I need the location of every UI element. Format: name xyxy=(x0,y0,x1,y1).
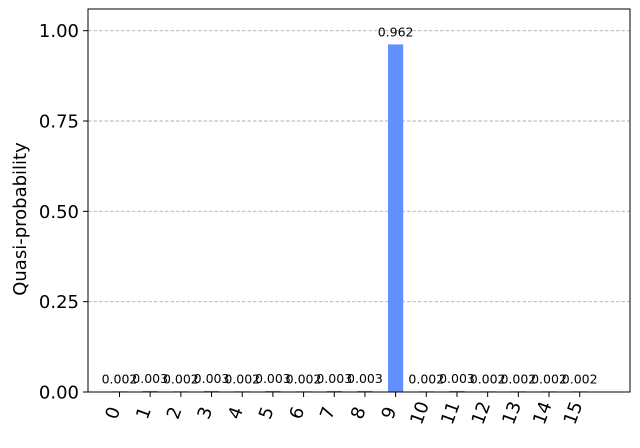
bar-7 xyxy=(326,390,342,392)
y-axis-label: Quasi-probability xyxy=(10,142,31,296)
bar-5 xyxy=(265,390,281,392)
x-tick-label-15: 15 xyxy=(560,399,588,428)
bar-3 xyxy=(203,390,220,392)
y-tick-label: 0.00 xyxy=(39,383,79,404)
x-tick-label-3: 3 xyxy=(194,404,218,422)
x-tick-label-7: 7 xyxy=(316,404,340,422)
axes-border xyxy=(87,8,631,393)
x-tick-label-13: 13 xyxy=(498,399,526,428)
x-tick-label-1: 1 xyxy=(132,404,156,422)
data-label-14: 0.002 xyxy=(531,371,567,386)
grid-layer xyxy=(88,30,630,393)
data-label-1: 0.003 xyxy=(132,371,168,386)
x-tick-label-10: 10 xyxy=(406,399,434,428)
y-tick-label: 1.00 xyxy=(39,21,79,42)
data-label-layer: 0.0020.0030.0020.0030.0020.0030.0020.003… xyxy=(102,24,598,386)
data-label-0: 0.002 xyxy=(102,371,138,386)
y-tick-label: 0.50 xyxy=(39,202,79,223)
data-label-6: 0.002 xyxy=(286,371,322,386)
data-label-12: 0.002 xyxy=(470,371,506,386)
x-tick-label-4: 4 xyxy=(224,404,248,422)
x-tick-label-8: 8 xyxy=(347,404,371,422)
x-axis-ticks: 0 1 2 3 4 5 6 7 8 9 10 11 12 13 14 15 xyxy=(102,392,588,428)
data-label-13: 0.002 xyxy=(500,371,536,386)
x-tick-label-5: 5 xyxy=(255,404,279,422)
data-label-3: 0.003 xyxy=(194,371,230,386)
x-tick-label-2: 2 xyxy=(163,404,187,422)
bar-9 xyxy=(388,44,404,393)
x-tick-label-0: 0 xyxy=(102,404,126,422)
x-tick-label-6: 6 xyxy=(286,404,310,422)
axes-frame xyxy=(87,8,631,393)
x-tick-label-9: 9 xyxy=(378,404,402,422)
data-label-8: 0.003 xyxy=(347,371,383,386)
bar-8 xyxy=(357,390,373,392)
y-tick-label: 0.25 xyxy=(39,292,79,313)
data-label-15: 0.002 xyxy=(562,371,598,386)
bar-11 xyxy=(449,390,465,392)
data-label-5: 0.003 xyxy=(255,371,291,386)
x-tick-label-11: 11 xyxy=(437,399,465,428)
bar-1 xyxy=(142,390,158,392)
data-label-11: 0.003 xyxy=(439,371,475,386)
data-label-10: 0.002 xyxy=(408,371,444,386)
y-axis-ticks: 0.00 0.25 0.50 0.75 1.00 xyxy=(39,21,88,404)
data-label-7: 0.003 xyxy=(316,371,352,386)
x-tick-label-14: 14 xyxy=(529,399,557,428)
data-label-4: 0.002 xyxy=(224,371,260,386)
data-label-9: 0.962 xyxy=(378,24,414,39)
x-tick-label-12: 12 xyxy=(468,399,496,428)
bar-layer xyxy=(111,44,588,393)
y-tick-label: 0.75 xyxy=(39,112,79,133)
data-label-2: 0.002 xyxy=(163,371,199,386)
